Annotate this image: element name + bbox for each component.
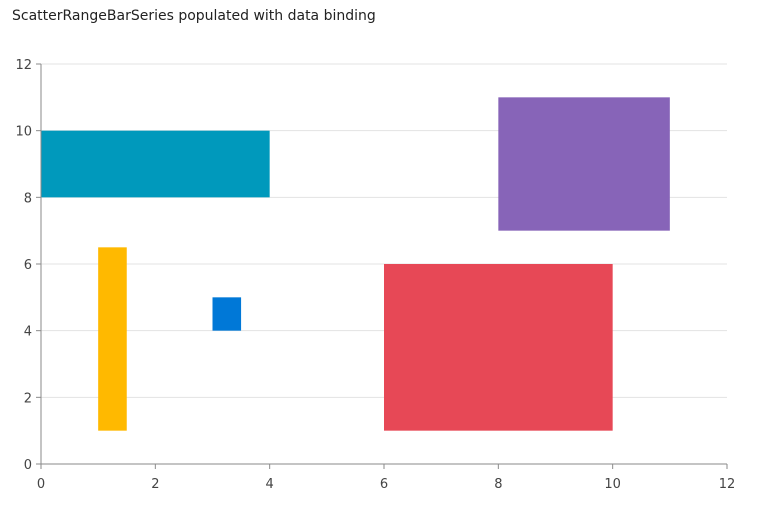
x-tick-label: 10 xyxy=(604,477,621,492)
axes xyxy=(36,63,728,469)
range-bar-5 xyxy=(384,264,613,431)
x-tick-label: 0 xyxy=(37,477,45,492)
range-bar-1 xyxy=(41,130,270,198)
x-tick-label: 12 xyxy=(719,477,736,492)
y-tick-label: 6 xyxy=(24,258,32,273)
y-tick-label: 4 xyxy=(24,325,32,340)
y-axis-tick-labels: 0 2 4 6 8 10 12 xyxy=(15,58,32,473)
range-bar-3 xyxy=(98,247,127,431)
y-tick-label: 8 xyxy=(24,191,32,206)
y-tick-label: 12 xyxy=(15,58,32,73)
y-tick-label: 2 xyxy=(24,391,32,406)
x-tick-label: 2 xyxy=(151,477,159,492)
y-tick-label: 0 xyxy=(24,458,32,473)
x-tick-label: 8 xyxy=(494,477,502,492)
x-axis-tick-labels: 0 2 4 6 8 10 12 xyxy=(37,477,735,492)
x-tick-label: 4 xyxy=(266,477,274,492)
chart-title: ScatterRangeBarSeries populated with dat… xyxy=(12,8,376,24)
y-tick-label: 10 xyxy=(15,125,32,140)
x-tick-label: 6 xyxy=(380,477,388,492)
range-bars xyxy=(41,97,670,431)
range-bar-4 xyxy=(212,297,242,331)
range-bar-2 xyxy=(498,97,670,231)
